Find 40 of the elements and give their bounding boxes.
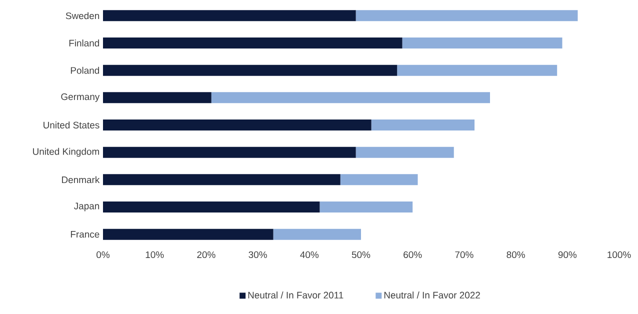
x-tick-label: 40% [300, 251, 319, 258]
bar [356, 146, 454, 158]
bar [103, 228, 274, 240]
bar [103, 64, 398, 76]
bar [103, 146, 356, 158]
bar [103, 38, 402, 49]
x-tick-label: 50% [352, 251, 370, 258]
bar [320, 202, 413, 213]
bar [397, 64, 558, 76]
bar [103, 10, 356, 22]
x-tick-label: 10% [146, 251, 164, 258]
bar [103, 202, 320, 213]
y-tick-label: Finland [69, 40, 100, 46]
y-tick-label: France [70, 231, 100, 238]
x-tick-label: 100% [608, 251, 631, 258]
bar [356, 10, 578, 22]
y-tick-label: United Kingdom [33, 148, 100, 157]
legend-label: Neutral / In Favor 2022 [384, 292, 480, 298]
bar [103, 92, 212, 104]
x-tick-label: 70% [455, 251, 474, 258]
x-tick-label: 80% [506, 251, 525, 258]
y-tick-label: Germany [61, 93, 100, 102]
x-tick-label: 0% [96, 251, 110, 258]
bar [371, 120, 475, 131]
y-tick-label: Japan [74, 202, 100, 212]
bar [211, 92, 490, 104]
y-tick-label: Sweden [66, 12, 100, 20]
y-tick-label: Poland [70, 66, 100, 74]
x-tick-label: 20% [197, 251, 216, 258]
y-tick-label: Denmark [62, 176, 100, 184]
bar [340, 174, 418, 186]
x-tick-label: 30% [248, 251, 267, 258]
x-tick-label: 90% [558, 251, 577, 258]
bar [103, 120, 372, 131]
y-tick-label: United States [44, 122, 100, 128]
bar [402, 38, 562, 49]
legend-label: Neutral / In Favor 2011 [248, 292, 344, 298]
x-tick-label: 60% [404, 251, 422, 258]
bar [103, 174, 340, 186]
bar [273, 228, 362, 240]
